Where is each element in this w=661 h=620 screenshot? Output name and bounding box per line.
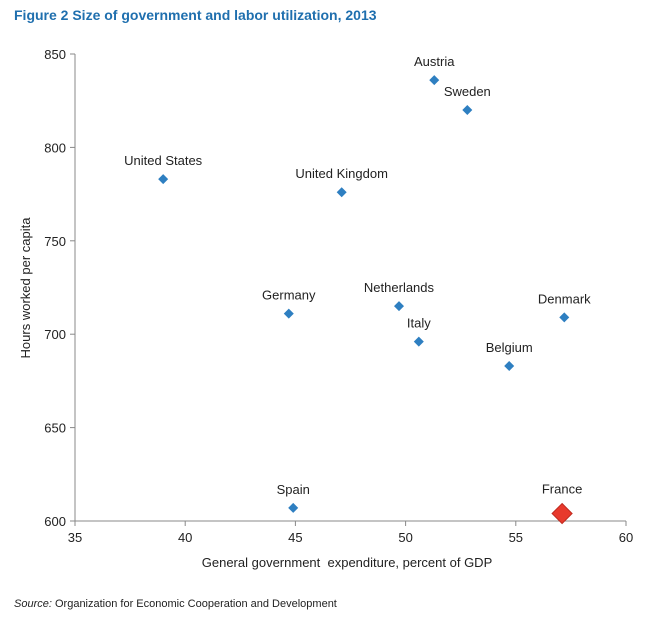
label-france: France [542,482,582,497]
point-sweden [462,105,473,116]
data-points [158,75,573,525]
point-italy [413,336,424,347]
label-austria: Austria [414,54,455,69]
point-netherlands [393,301,404,312]
source-label: Source: [14,598,52,610]
axes [70,53,627,526]
point-france [551,502,573,525]
label-spain: Spain [277,482,310,497]
point-united-states [158,174,169,185]
x-tick-label: 60 [619,530,633,545]
point-united-kingdom [336,187,347,198]
y-tick-label: 700 [44,327,66,342]
label-united-kingdom: United Kingdom [295,166,388,181]
scatter-chart: 600 650 700 750 800 850 35 40 45 50 55 60 Austria Sw… [18,47,633,570]
label-denmark: Denmark [538,291,591,306]
source-text: Organization for Economic Cooperation an… [54,598,337,610]
y-axis-label: Hours worked per capita [18,217,33,359]
x-tick-label: 35 [68,530,82,545]
figure-title: Figure 2 Size of government and labor ut… [14,7,377,23]
y-tick-label: 850 [44,47,66,62]
y-tick-label: 750 [44,234,66,249]
x-axis-label: General government expenditure, percent … [202,555,493,570]
label-united-states: United States [124,153,203,168]
point-germany [283,308,294,319]
label-belgium: Belgium [486,340,533,355]
x-tick-label: 50 [398,530,412,545]
label-sweden: Sweden [444,84,491,99]
point-labels: Austria Sweden United States United Kingdom… [124,54,591,497]
y-tick-label: 650 [44,421,66,436]
x-tick-label: 55 [509,530,523,545]
y-tick-label: 600 [44,514,66,529]
y-tick-label: 800 [44,140,66,155]
tick-labels: 600 650 700 750 800 850 35 40 45 50 55 60 [44,47,633,545]
x-tick-label: 40 [178,530,192,545]
label-netherlands: Netherlands [364,280,435,295]
label-germany: Germany [262,288,316,303]
point-austria [429,75,440,86]
label-italy: Italy [407,316,431,331]
point-belgium [504,360,515,371]
x-tick-label: 45 [288,530,302,545]
source-note: Source: Organization for Economic Cooper… [14,598,337,610]
point-denmark [559,312,570,323]
point-spain [288,502,299,513]
